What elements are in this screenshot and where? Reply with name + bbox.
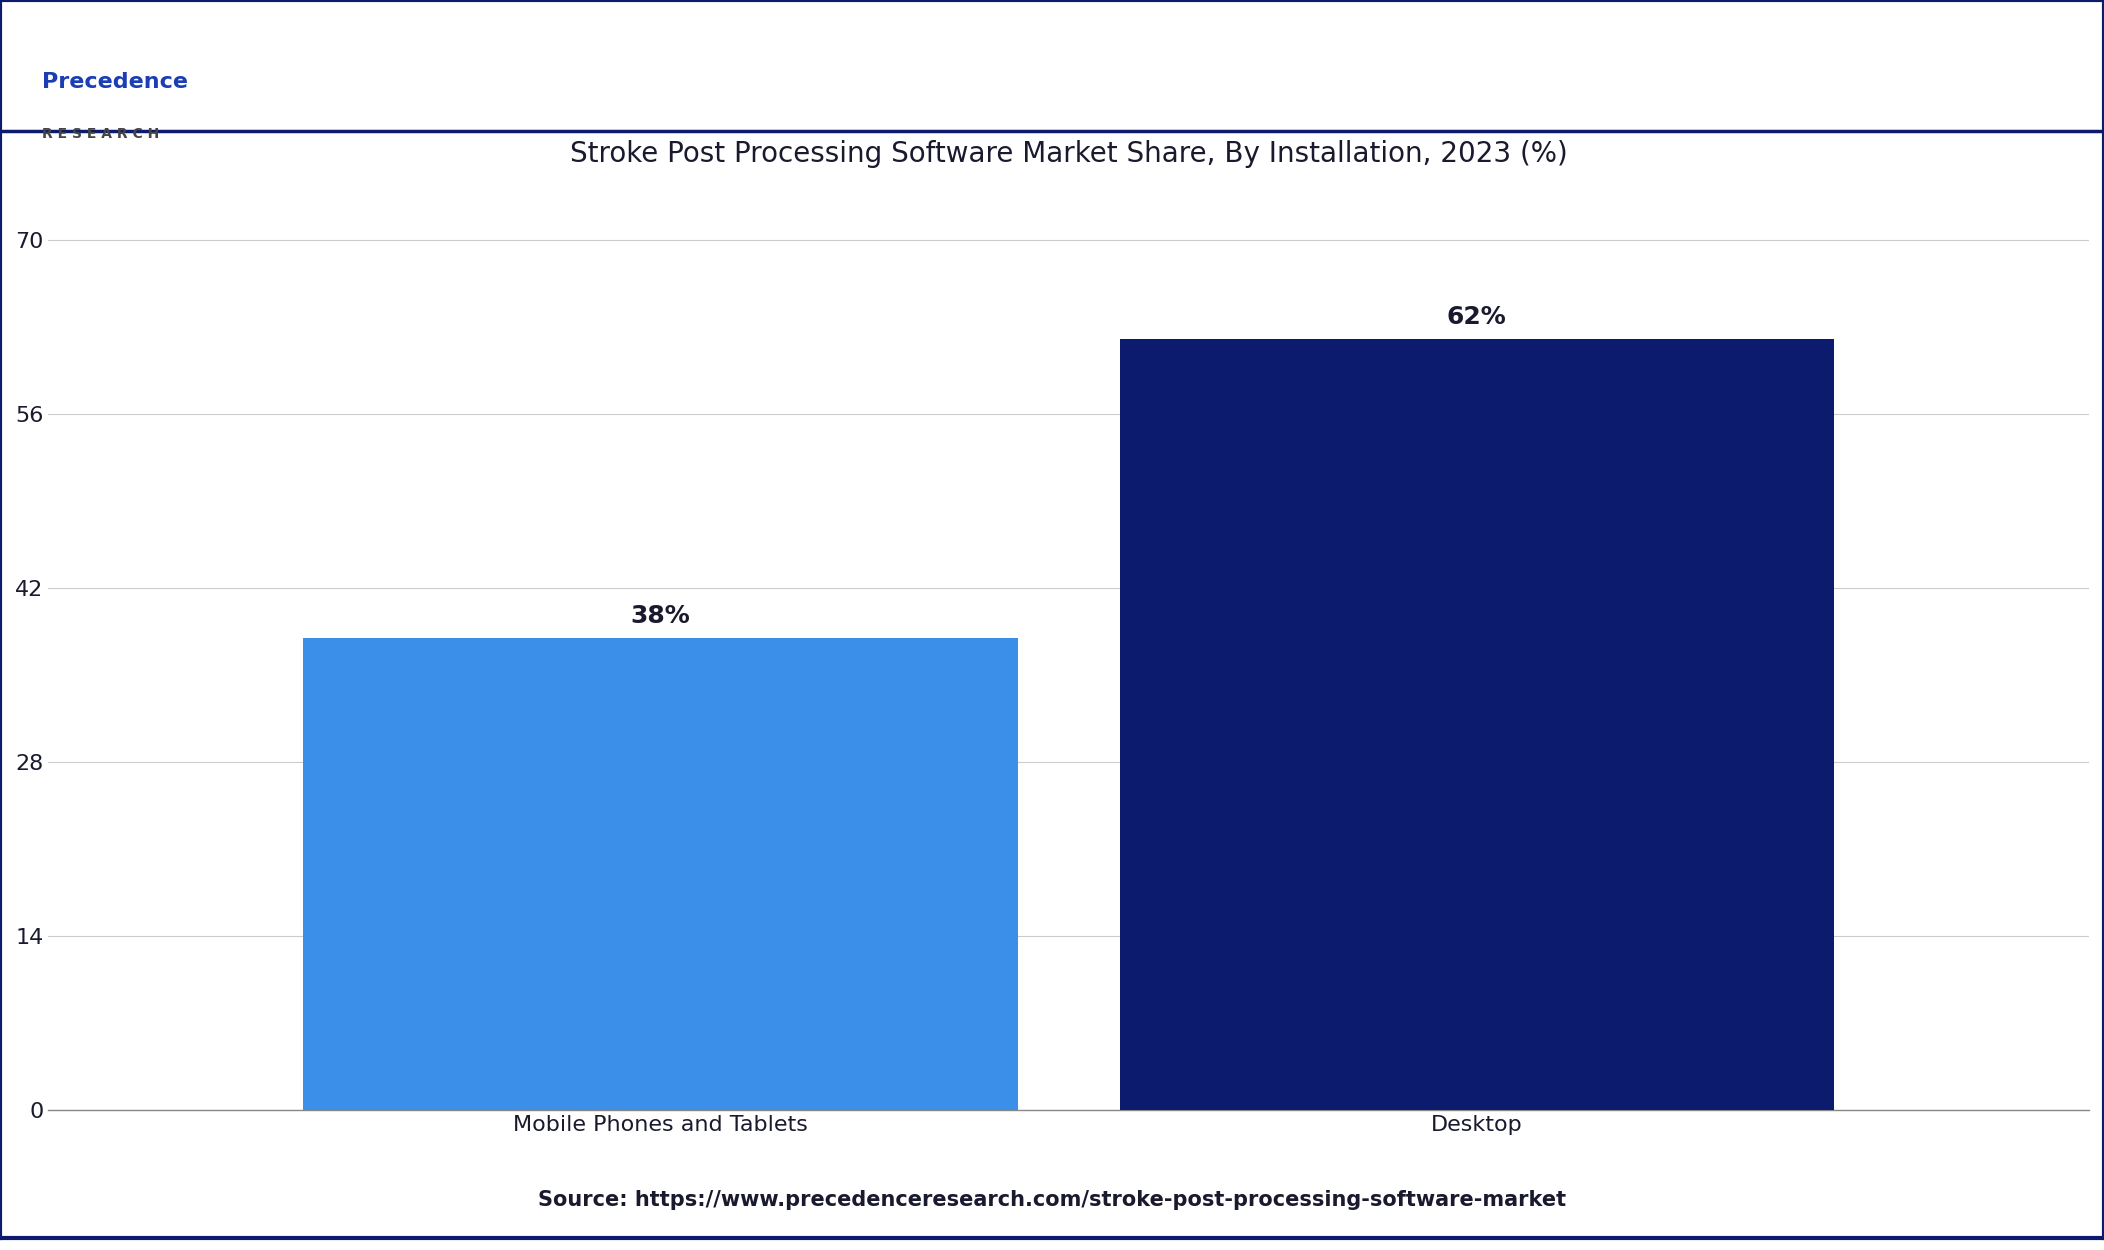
Text: Precedence: Precedence [42, 71, 187, 91]
Title: Stroke Post Processing Software Market Share, By Installation, 2023 (%): Stroke Post Processing Software Market S… [570, 140, 1567, 168]
Text: 38%: 38% [631, 604, 690, 628]
Bar [303, 638, 1018, 1110]
Text: 62%: 62% [1448, 305, 1506, 329]
Bar [1119, 339, 1835, 1110]
Text: R E S E A R C H: R E S E A R C H [42, 126, 160, 140]
Text: Source: https://www.precedenceresearch.com/stroke-post-processing-software-marke: Source: https://www.precedenceresearch.c… [539, 1190, 1565, 1210]
